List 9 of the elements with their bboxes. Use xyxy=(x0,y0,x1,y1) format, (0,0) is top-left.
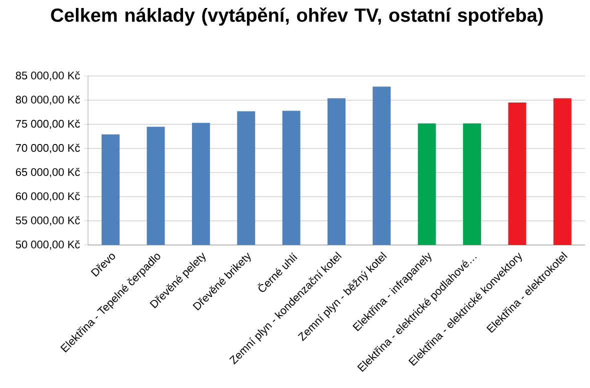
y-tick-label: 75 000,00 Kč xyxy=(16,120,80,129)
y-tick-label: 60 000,00 Kč xyxy=(16,192,80,202)
y-tick-label: 70 000,00 Kč xyxy=(16,144,80,154)
y-tick-label: 55 000,00 Kč xyxy=(16,216,80,226)
chart-title: Celkem náklady (vytápění, ohřev TV, ostatní spotřeba) xyxy=(51,8,543,26)
y-tick-label: 50 000,00 Kč xyxy=(16,240,80,250)
y-tick-label: 65 000,00 Kč xyxy=(16,168,80,178)
y-tick-label: 85 000,00 Kč xyxy=(16,71,80,81)
y-tick-label: 80 000,00 Kč xyxy=(16,95,80,105)
